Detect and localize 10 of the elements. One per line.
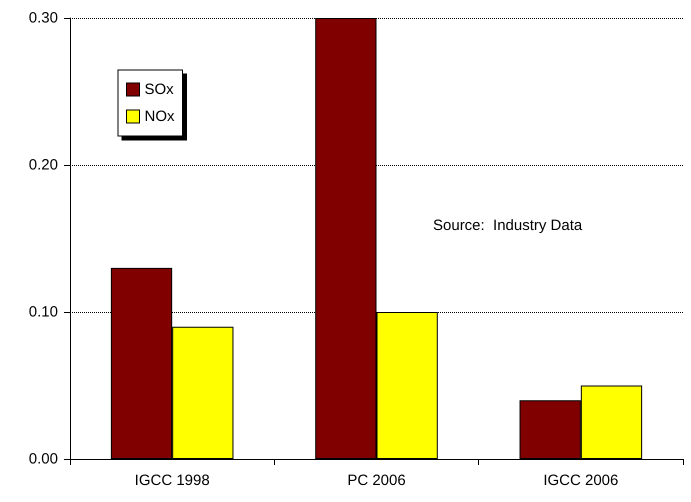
legend-label: NOx — [144, 108, 175, 125]
y-tick-label: 0.30 — [28, 10, 58, 26]
y-tick-label: 0.10 — [28, 304, 58, 320]
x-tick-label: IGCC 2006 — [543, 472, 618, 489]
x-tick-label: PC 2006 — [347, 472, 406, 489]
y-tick-label: 0.20 — [28, 156, 58, 174]
legend-label: SOx — [144, 81, 174, 98]
annotation: Source: Industry Data — [433, 217, 583, 234]
y-tick-label: 0.00 — [28, 450, 58, 468]
x-tick-label: IGCC 1998 — [134, 472, 210, 489]
